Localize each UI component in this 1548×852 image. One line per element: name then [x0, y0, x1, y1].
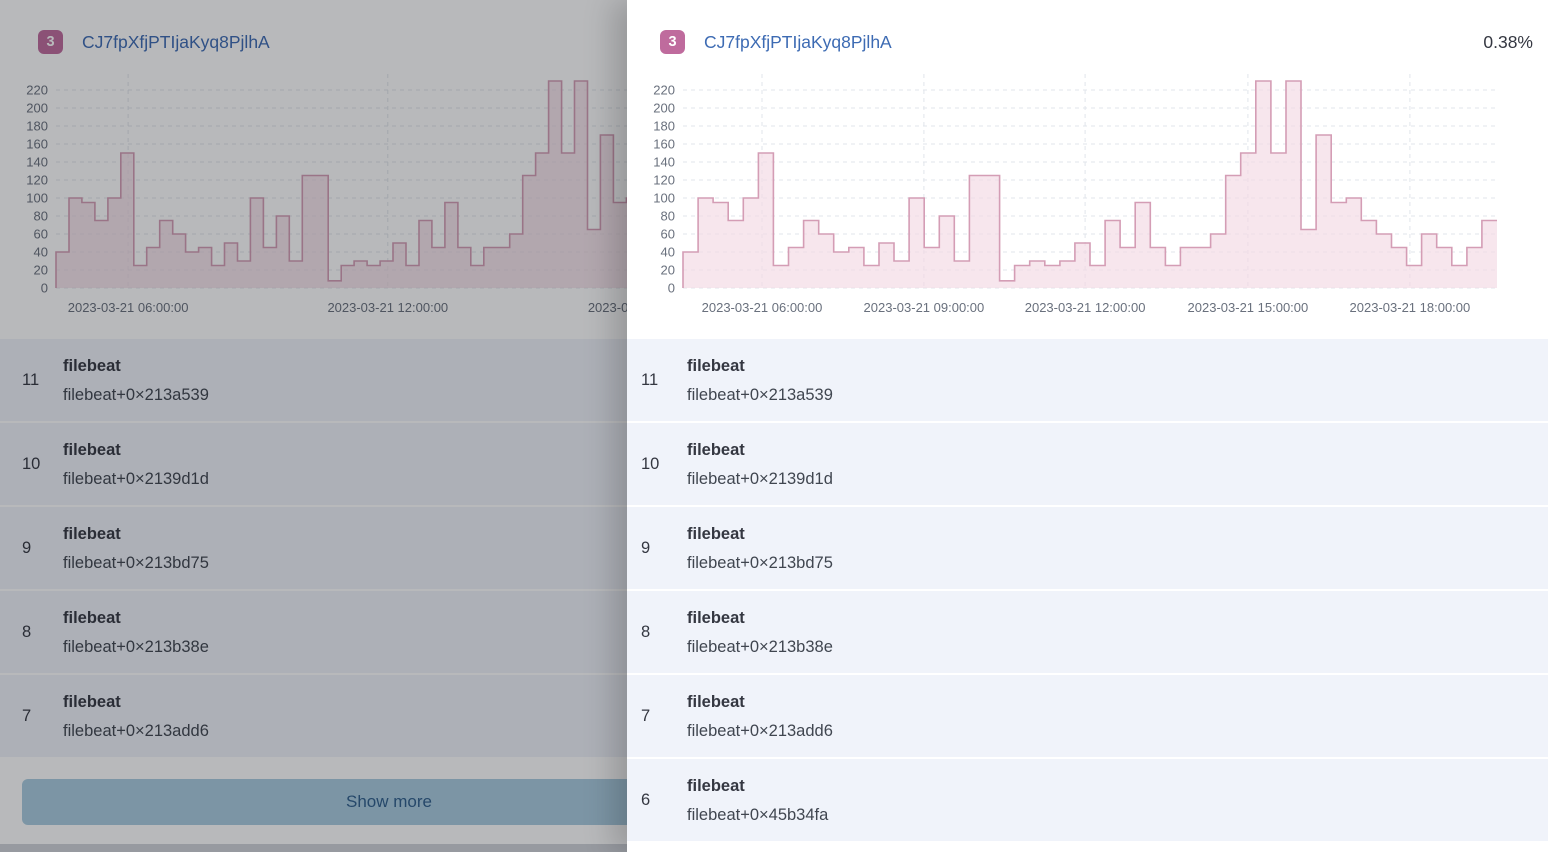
frame-address: filebeat+0×213a539: [687, 385, 833, 404]
frame-index: 9: [22, 538, 32, 557]
svg-text:2023-03-21 12:00:00: 2023-03-21 12:00:00: [1025, 300, 1146, 315]
frame-index: 11: [641, 370, 659, 389]
frame-text: filebeat filebeat+0×213b38e: [63, 591, 209, 673]
frame-address: filebeat+0×45b34fa: [687, 805, 829, 824]
frame-address: filebeat+0×213add6: [687, 721, 833, 740]
rank-badge: 3: [38, 30, 63, 54]
svg-text:2023-03-21 18:00:00: 2023-03-21 18:00:00: [1350, 300, 1471, 315]
svg-text:2023-03-21 09:00:00: 2023-03-21 09:00:00: [864, 300, 985, 315]
frame-text: filebeat filebeat+0×213a539: [63, 339, 209, 421]
frame-text: filebeat filebeat+0×45b34fa: [687, 759, 828, 841]
svg-text:2023-03-21 06:00:00: 2023-03-21 06:00:00: [702, 300, 823, 315]
svg-text:160: 160: [653, 137, 675, 152]
frame-index: 10: [641, 454, 660, 473]
svg-text:100: 100: [653, 191, 675, 206]
svg-text:140: 140: [653, 155, 675, 170]
percentage-value: 0.38%: [1483, 31, 1533, 52]
card-header: 3 CJ7fpXfjPTIjaKyq8PjlhA: [0, 0, 778, 54]
svg-text:20: 20: [34, 263, 48, 278]
frame-text: filebeat filebeat+0×2139d1d: [687, 423, 833, 505]
stack-frame-row[interactable]: 7 filebeat filebeat+0×213add6: [627, 675, 1548, 759]
flyout-backdrop[interactable]: [0, 0, 627, 852]
svg-text:40: 40: [661, 245, 675, 260]
svg-text:0: 0: [41, 281, 48, 296]
svg-text:2023-03-21 12:00:00: 2023-03-21 12:00:00: [327, 300, 448, 315]
stack-frame-row[interactable]: 9 filebeat filebeat+0×213bd75: [627, 507, 1548, 591]
frame-address: filebeat+0×213add6: [63, 721, 209, 740]
frame-text: filebeat filebeat+0×213add6: [687, 675, 833, 757]
samples-over-time-chart[interactable]: 0 20 40 60 80 100 120 140 160 180 200 220 2023-03-21…: [627, 64, 1548, 331]
frame-function-name: filebeat: [687, 524, 745, 543]
frame-function-name: filebeat: [687, 776, 745, 795]
frame-function-name: filebeat: [63, 692, 121, 711]
frame-function-name: filebeat: [687, 608, 745, 627]
frame-index: 7: [22, 706, 32, 725]
page-edge: [0, 844, 778, 852]
frame-text: filebeat filebeat+0×213a539: [687, 339, 833, 421]
frame-address: filebeat+0×213bd75: [687, 553, 833, 572]
frame-function-name: filebeat: [687, 356, 745, 375]
svg-text:140: 140: [26, 155, 48, 170]
frame-index: 6: [641, 790, 651, 809]
function-link[interactable]: CJ7fpXfjPTIjaKyq8PjlhA: [82, 31, 270, 52]
svg-text:120: 120: [653, 173, 675, 188]
rank-badge: 3: [660, 30, 685, 54]
frame-index: 10: [22, 454, 41, 473]
svg-text:220: 220: [653, 83, 675, 98]
svg-text:160: 160: [26, 137, 48, 152]
svg-text:60: 60: [661, 227, 675, 242]
stack-frame-row[interactable]: 8 filebeat filebeat+0×213b38e: [627, 591, 1548, 675]
frame-function-name: filebeat: [63, 440, 121, 459]
frame-text: filebeat filebeat+0×2139d1d: [63, 423, 209, 505]
svg-text:0: 0: [668, 281, 675, 296]
frame-function-name: filebeat: [63, 356, 121, 375]
stack-frame-row[interactable]: 6 filebeat filebeat+0×45b34fa: [627, 759, 1548, 843]
frame-function-name: filebeat: [63, 524, 121, 543]
svg-text:220: 220: [26, 83, 48, 98]
frame-index: 8: [641, 622, 651, 641]
flyout-header: 3 CJ7fpXfjPTIjaKyq8PjlhA 0.38%: [627, 0, 1548, 54]
frame-address: filebeat+0×213b38e: [63, 637, 209, 656]
frame-address: filebeat+0×213bd75: [63, 553, 209, 572]
svg-text:120: 120: [26, 173, 48, 188]
svg-text:2023-03-21 15:00:00: 2023-03-21 15:00:00: [1188, 300, 1309, 315]
frame-address: filebeat+0×213a539: [63, 385, 209, 404]
function-link[interactable]: CJ7fpXfjPTIjaKyq8PjlhA: [704, 31, 892, 52]
frame-index: 7: [641, 706, 651, 725]
frame-index: 9: [641, 538, 651, 557]
svg-text:20: 20: [661, 263, 675, 278]
stack-frames-list: 11 filebeat filebeat+0×213a539 10 filebe…: [627, 339, 1548, 843]
frame-text: filebeat filebeat+0×213b38e: [687, 591, 833, 673]
svg-text:200: 200: [26, 101, 48, 116]
svg-text:2023-03-21 06:00:00: 2023-03-21 06:00:00: [68, 300, 189, 315]
svg-text:80: 80: [34, 209, 48, 224]
frame-function-name: filebeat: [687, 692, 745, 711]
stack-frame-row[interactable]: 10 filebeat filebeat+0×2139d1d: [627, 423, 1548, 507]
frame-index: 11: [22, 370, 40, 389]
detail-flyout: 3 CJ7fpXfjPTIjaKyq8PjlhA 0.38% 0 20 40 60 80…: [627, 0, 1548, 852]
svg-text:60: 60: [34, 227, 48, 242]
svg-text:180: 180: [653, 119, 675, 134]
samples-over-time-chart: 0 20 40 60 80 100 120 140 160 180 200 220 2023-03-21…: [0, 64, 778, 331]
svg-text:180: 180: [26, 119, 48, 134]
frame-function-name: filebeat: [63, 608, 121, 627]
svg-text:40: 40: [34, 245, 48, 260]
frame-text: filebeat filebeat+0×213bd75: [63, 507, 209, 589]
frame-address: filebeat+0×2139d1d: [687, 469, 833, 488]
frame-text: filebeat filebeat+0×213add6: [63, 675, 209, 757]
svg-text:100: 100: [26, 191, 48, 206]
stack-frame-row[interactable]: 11 filebeat filebeat+0×213a539: [627, 339, 1548, 423]
frame-index: 8: [22, 622, 32, 641]
svg-text:80: 80: [661, 209, 675, 224]
frame-text: filebeat filebeat+0×213bd75: [687, 507, 833, 589]
frame-address: filebeat+0×2139d1d: [63, 469, 209, 488]
svg-text:200: 200: [653, 101, 675, 116]
frame-function-name: filebeat: [687, 440, 745, 459]
frame-address: filebeat+0×213b38e: [687, 637, 833, 656]
